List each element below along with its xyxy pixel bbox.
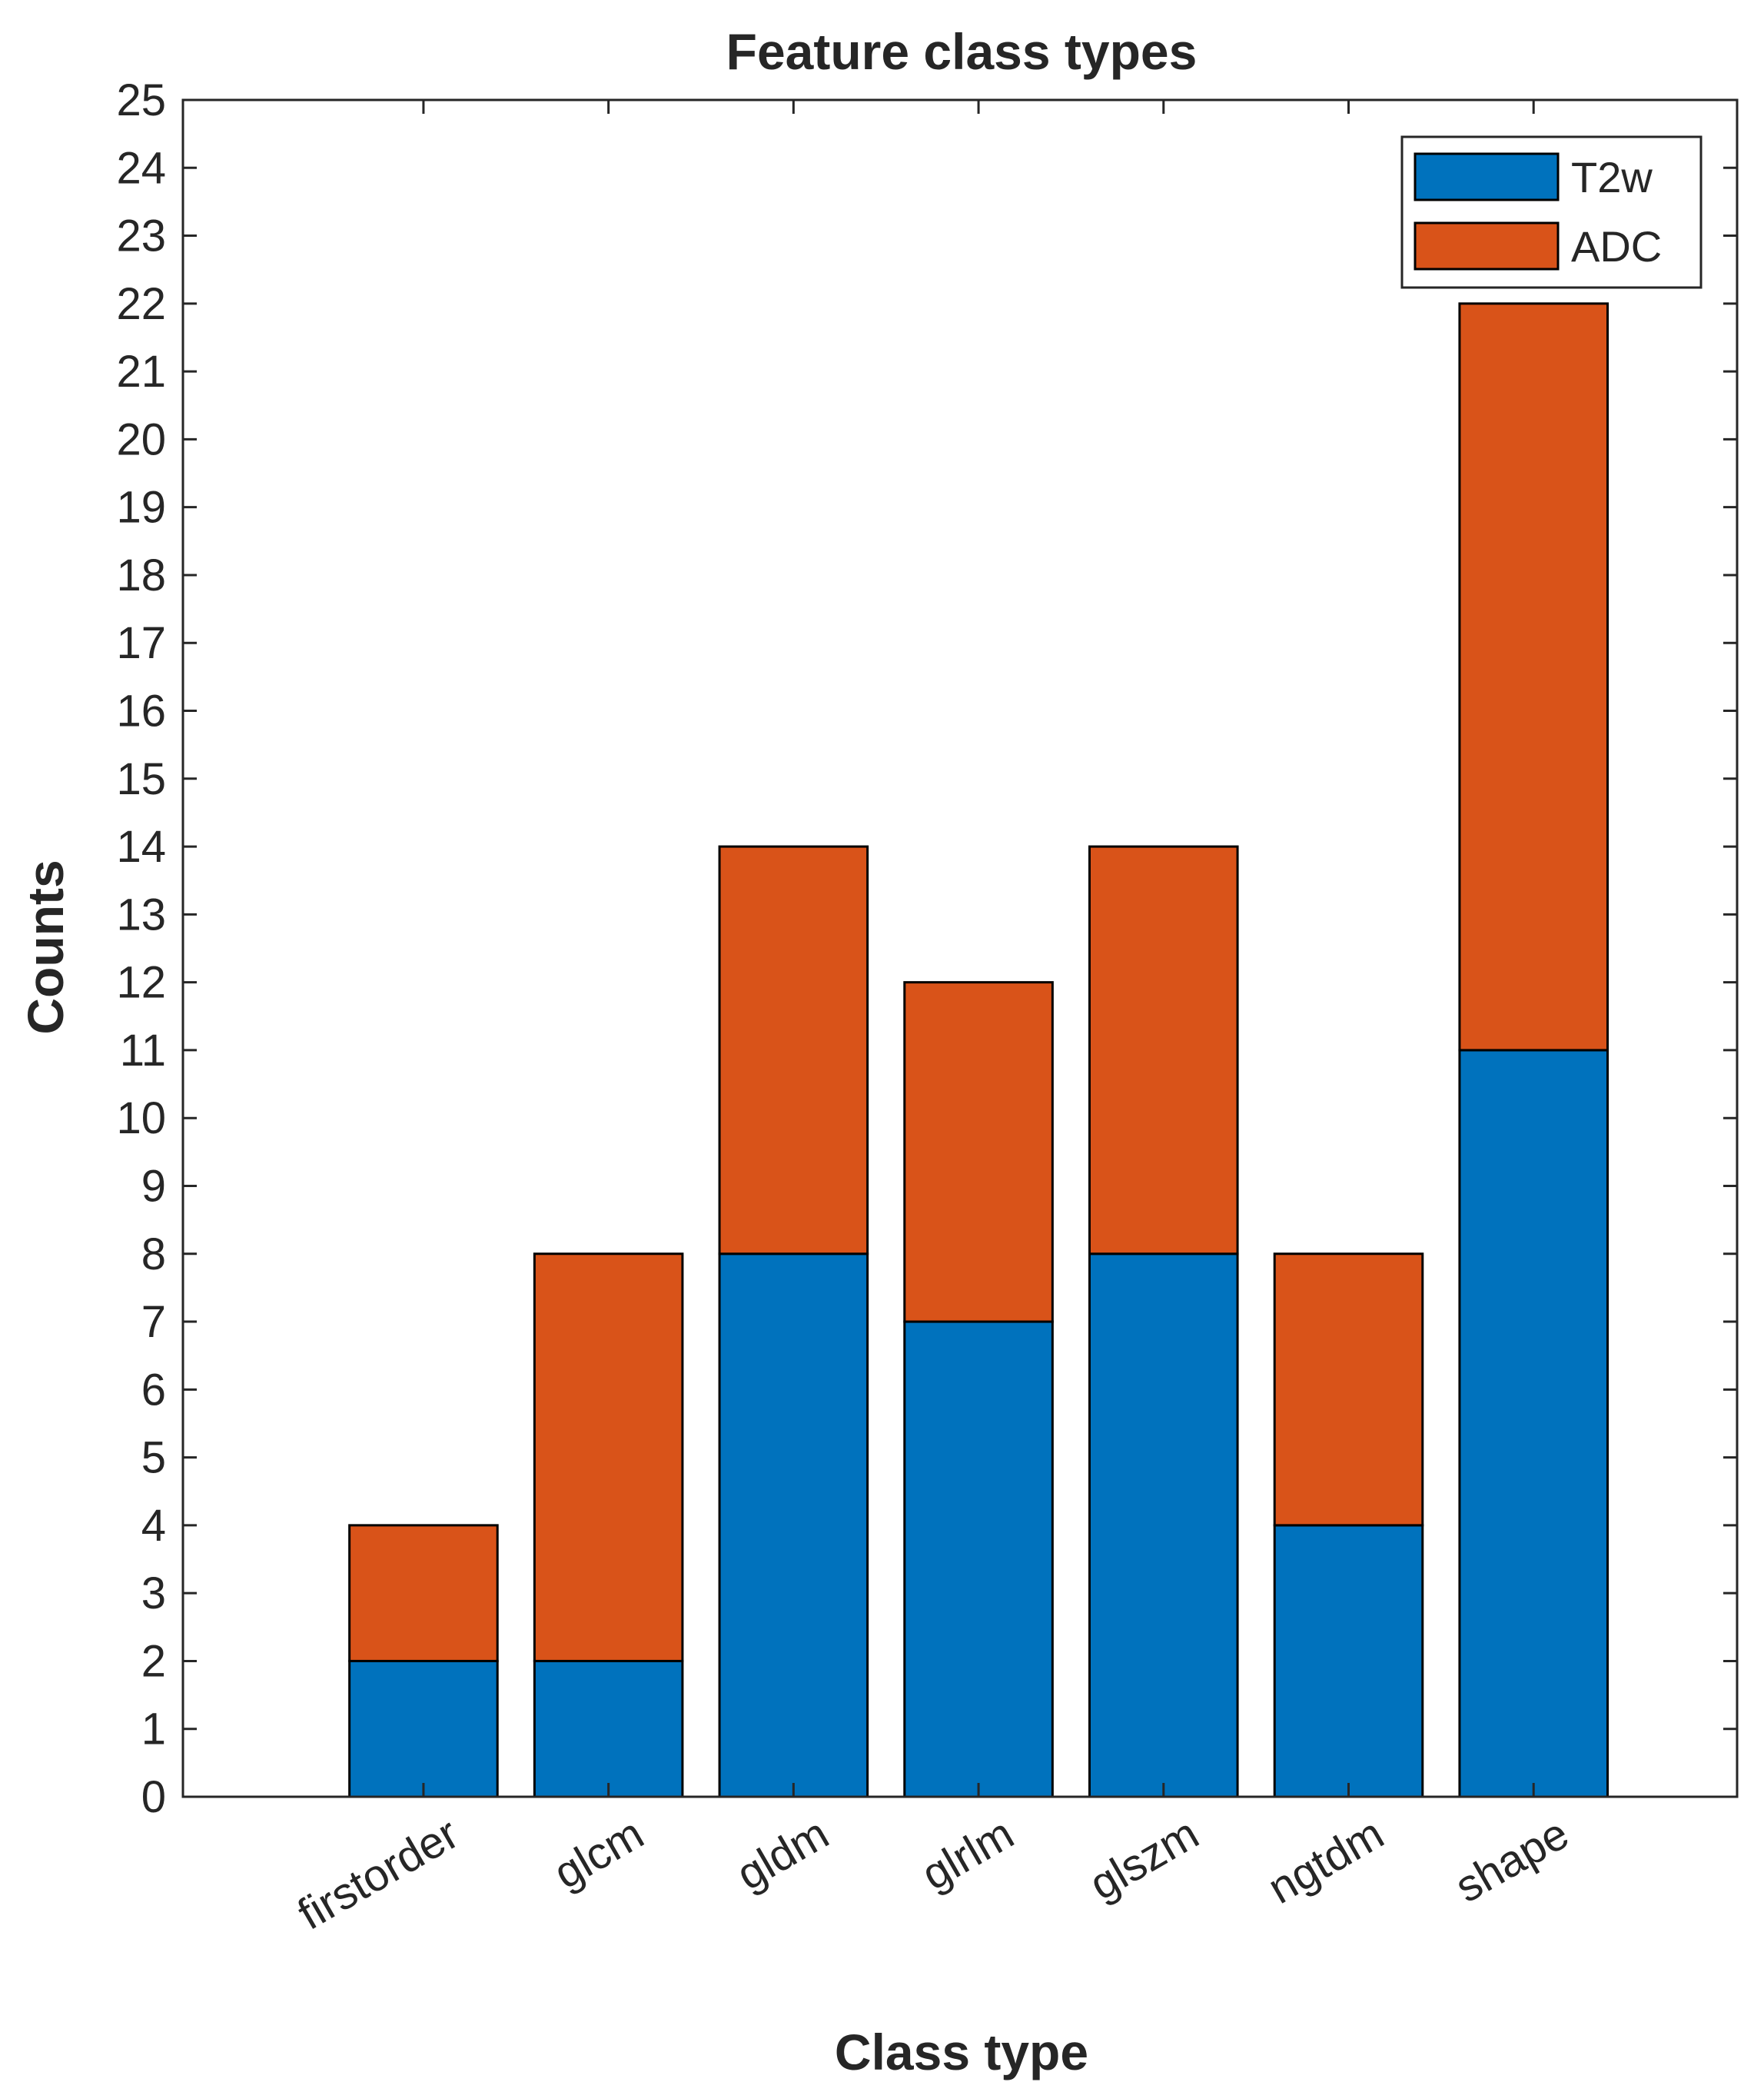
bar-shape-adc: [1458, 302, 1610, 1052]
bar-gldm-adc: [718, 845, 869, 1256]
bar-glcm-t2w: [533, 1659, 684, 1798]
y-tick-label: 3: [141, 1568, 166, 1618]
y-tick-label: 7: [141, 1297, 166, 1347]
chart-title: Feature class types: [726, 23, 1198, 80]
y-tick-label: 4: [141, 1501, 166, 1551]
legend-swatch-t2w: [1414, 152, 1560, 201]
y-tick-label: 15: [116, 754, 166, 804]
y-tick-label: 18: [116, 550, 166, 600]
y-tick-label: 6: [141, 1365, 166, 1415]
y-tick-label: 11: [120, 1026, 166, 1076]
y-tick-label: 1: [141, 1705, 166, 1754]
y-axis-label: Counts: [17, 860, 74, 1034]
y-tick-label: 22: [116, 279, 166, 329]
y-tick-label: 23: [116, 211, 166, 261]
bar-gldm-t2w: [718, 1252, 869, 1798]
bar-glrlm-t2w: [903, 1320, 1054, 1798]
bar-ngtdm-adc: [1273, 1252, 1424, 1527]
bar-glcm-adc: [533, 1252, 684, 1662]
y-tick-label: 17: [116, 618, 166, 668]
bar-firstorder-t2w: [348, 1659, 499, 1798]
legend-swatch-adc: [1414, 221, 1560, 271]
x-axis-label: Class type: [835, 2024, 1088, 2080]
bar-glrlm-adc: [903, 981, 1054, 1323]
bars-group: [348, 302, 1610, 1798]
bar-ngtdm-t2w: [1273, 1524, 1424, 1798]
axes-box: [181, 98, 1739, 1798]
bar-glszm-adc: [1088, 845, 1239, 1256]
y-tick-label: 19: [116, 483, 166, 533]
y-tick-label: 12: [116, 958, 166, 1008]
bar-shape-t2w: [1458, 1049, 1610, 1798]
y-tick-label: 14: [116, 822, 166, 872]
y-tick-label: 5: [141, 1433, 166, 1483]
legend: T2w ADC: [1400, 135, 1703, 289]
y-tick-label: 25: [116, 75, 166, 125]
legend-label-t2w: T2w: [1571, 153, 1653, 201]
y-tick-label: 21: [116, 347, 166, 397]
y-tick-label: 0: [141, 1772, 166, 1822]
bar-firstorder-adc: [348, 1524, 499, 1662]
y-axis: 0123456789101112131415161718192021222324…: [116, 75, 1737, 1822]
y-tick-label: 24: [116, 143, 166, 193]
y-tick-label: 13: [116, 890, 166, 940]
bar-glszm-t2w: [1088, 1252, 1239, 1798]
y-tick-label: 16: [116, 687, 166, 737]
y-tick-label: 20: [116, 414, 166, 464]
legend-label-adc: ADC: [1571, 222, 1662, 271]
y-tick-label: 8: [141, 1229, 166, 1279]
y-tick-label: 9: [141, 1161, 166, 1211]
y-tick-label: 2: [141, 1636, 166, 1686]
y-tick-label: 10: [116, 1093, 166, 1143]
